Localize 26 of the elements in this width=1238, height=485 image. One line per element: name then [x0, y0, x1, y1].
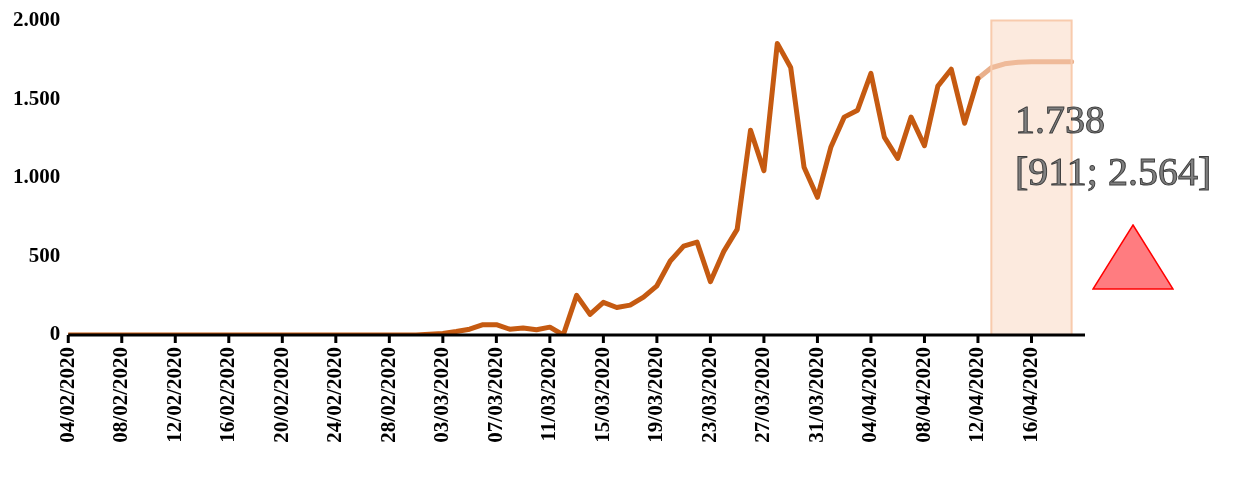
x-tick-label: 23/03/2020 — [696, 347, 721, 443]
y-tick-label: 2.000 — [13, 7, 61, 32]
x-tick-label: 24/02/2020 — [322, 347, 347, 443]
x-tick-label: 07/03/2020 — [482, 347, 507, 443]
x-tick-label: 16/02/2020 — [215, 347, 240, 443]
x-tick-label: 31/03/2020 — [803, 347, 828, 443]
x-tick-label: 28/02/2020 — [375, 347, 400, 443]
x-tick-label: 19/03/2020 — [643, 347, 668, 443]
annotation: 1.738 — [1015, 96, 1105, 142]
x-tick-label: 08/02/2020 — [108, 347, 133, 443]
y-tick-label: 1.500 — [13, 85, 61, 110]
y-tick-label: 500 — [28, 242, 61, 267]
x-tick-label: 27/03/2020 — [750, 347, 775, 443]
x-tick-label: 12/04/2020 — [964, 347, 989, 443]
x-tick-label: 16/04/2020 — [1017, 347, 1042, 443]
y-tick-label: 1.000 — [13, 164, 61, 189]
x-tick-label: 11/03/2020 — [536, 347, 561, 442]
x-tick-label: 04/02/2020 — [54, 347, 79, 443]
x-tick-label: 03/03/2020 — [429, 347, 454, 443]
x-tick-label: 20/02/2020 — [268, 347, 293, 443]
y-tick-label: 0 — [49, 321, 61, 346]
x-tick-label: 12/02/2020 — [161, 347, 186, 443]
x-tick-label: 04/04/2020 — [857, 347, 882, 443]
x-tick-label: 08/04/2020 — [910, 347, 935, 443]
x-tick-label: 15/03/2020 — [589, 347, 614, 443]
annotation: [911; 2.564] — [1015, 148, 1212, 194]
